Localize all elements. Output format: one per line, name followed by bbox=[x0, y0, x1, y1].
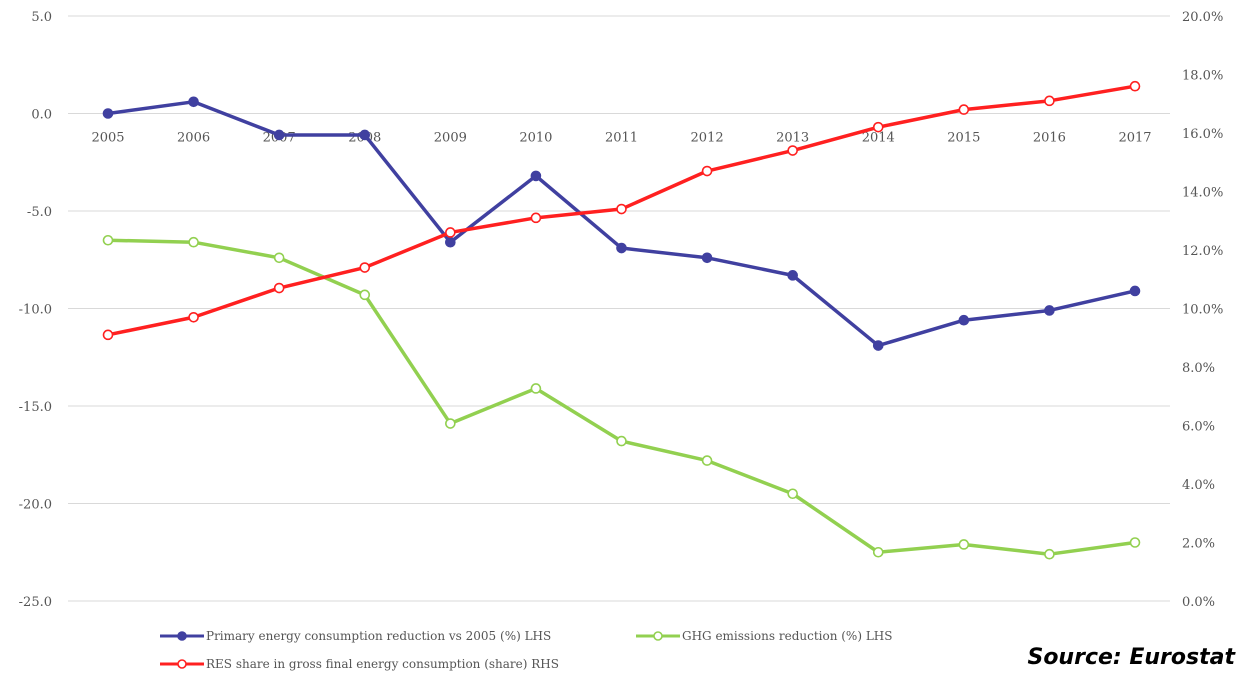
x-tick-label: 2012 bbox=[691, 131, 724, 146]
data-point bbox=[701, 252, 713, 264]
legend-item: RES share in gross final energy consumpt… bbox=[160, 657, 559, 671]
right-tick-label: 16.0% bbox=[1182, 127, 1223, 142]
data-point bbox=[359, 129, 371, 141]
x-tick-label: 2009 bbox=[434, 131, 467, 146]
left-tick-label: -10.0 bbox=[19, 303, 52, 318]
data-point bbox=[102, 234, 114, 246]
left-tick-label: 5.0 bbox=[31, 10, 52, 25]
right-axis-ticks: 20.0% 18.0% 16.0% 14.0% 12.0% 10.0% 8.0% 6.0% 4.… bbox=[1182, 10, 1223, 610]
x-tick-label: 2015 bbox=[947, 131, 980, 146]
left-tick-label: -20.0 bbox=[19, 498, 52, 513]
data-point bbox=[1044, 305, 1055, 316]
data-point bbox=[616, 435, 627, 447]
data-point bbox=[1129, 80, 1141, 92]
x-tick-label: 2016 bbox=[1033, 131, 1066, 146]
data-point bbox=[787, 488, 798, 500]
data-point bbox=[1044, 548, 1055, 560]
data-point bbox=[445, 227, 456, 238]
right-tick-label: 0.0% bbox=[1182, 595, 1215, 610]
data-point bbox=[701, 165, 713, 177]
series-2 bbox=[102, 80, 1141, 341]
data-point bbox=[102, 329, 114, 341]
data-point bbox=[1044, 95, 1055, 107]
data-point bbox=[872, 546, 884, 558]
x-tick-label: 2017 bbox=[1118, 131, 1151, 146]
data-point bbox=[445, 418, 456, 429]
series-1 bbox=[102, 234, 1141, 560]
data-point bbox=[872, 340, 884, 351]
legend-label: RES share in gross final energy consumpt… bbox=[206, 657, 559, 671]
left-tick-label: 0.0 bbox=[31, 108, 52, 123]
data-point bbox=[616, 242, 627, 254]
data-point bbox=[102, 108, 114, 119]
series-0 bbox=[102, 96, 1141, 351]
right-tick-label: 14.0% bbox=[1182, 186, 1223, 201]
data-point bbox=[188, 236, 199, 248]
x-tick-label: 2013 bbox=[776, 131, 809, 146]
legend-item: Primary energy consumption reduction vs … bbox=[160, 629, 551, 643]
x-tick-label: 2005 bbox=[91, 131, 124, 146]
data-point bbox=[359, 289, 371, 301]
data-point bbox=[188, 96, 199, 108]
x-axis-ticks: 2005200620072008200920102011201220132014… bbox=[91, 131, 1151, 146]
legend-label: GHG emissions reduction (%) LHS bbox=[682, 629, 892, 643]
right-tick-label: 6.0% bbox=[1182, 420, 1215, 435]
data-point bbox=[359, 262, 371, 273]
series-layer bbox=[102, 80, 1141, 560]
legend-label: Primary energy consumption reduction vs … bbox=[206, 629, 551, 643]
legend-item: GHG emissions reduction (%) LHS bbox=[636, 629, 892, 643]
data-point bbox=[701, 455, 713, 466]
left-tick-label: -25.0 bbox=[19, 595, 52, 610]
right-tick-label: 20.0% bbox=[1182, 10, 1223, 25]
data-point bbox=[530, 212, 542, 224]
data-point bbox=[1129, 285, 1141, 297]
data-point bbox=[787, 270, 798, 281]
legend-swatch-marker bbox=[177, 659, 187, 669]
right-tick-label: 12.0% bbox=[1182, 244, 1223, 259]
legend-swatch-marker bbox=[177, 631, 187, 641]
right-tick-label: 8.0% bbox=[1182, 361, 1215, 376]
x-tick-label: 2006 bbox=[177, 131, 210, 146]
data-point bbox=[958, 104, 970, 115]
data-point bbox=[273, 282, 285, 294]
data-point bbox=[1129, 537, 1141, 548]
data-point bbox=[273, 252, 285, 264]
data-point bbox=[530, 170, 542, 182]
right-tick-label: 10.0% bbox=[1182, 303, 1223, 318]
left-axis-ticks: 5.0 0.0 -5.0 -10.0 -15.0 -20.0 -25.0 bbox=[19, 10, 52, 610]
right-tick-label: 4.0% bbox=[1182, 478, 1215, 493]
data-point bbox=[958, 539, 970, 550]
x-tick-label: 2011 bbox=[605, 131, 638, 146]
left-tick-label: -15.0 bbox=[19, 400, 52, 415]
right-tick-label: 18.0% bbox=[1182, 69, 1223, 84]
legend: Primary energy consumption reduction vs … bbox=[160, 629, 892, 671]
data-point bbox=[188, 311, 199, 323]
data-point bbox=[872, 121, 884, 133]
data-point bbox=[616, 203, 627, 215]
data-point bbox=[273, 129, 285, 141]
data-point bbox=[445, 236, 456, 248]
data-point bbox=[958, 314, 970, 326]
data-point bbox=[530, 383, 542, 394]
right-tick-label: 2.0% bbox=[1182, 537, 1215, 552]
data-point bbox=[787, 145, 798, 156]
series-line bbox=[106, 238, 1137, 556]
x-tick-label: 2010 bbox=[519, 131, 552, 146]
left-tick-label: -5.0 bbox=[27, 205, 52, 220]
legend-swatch-marker bbox=[653, 631, 663, 641]
source-label: Source: Eurostat bbox=[1027, 645, 1236, 670]
x-tick-label: 2014 bbox=[862, 131, 895, 146]
